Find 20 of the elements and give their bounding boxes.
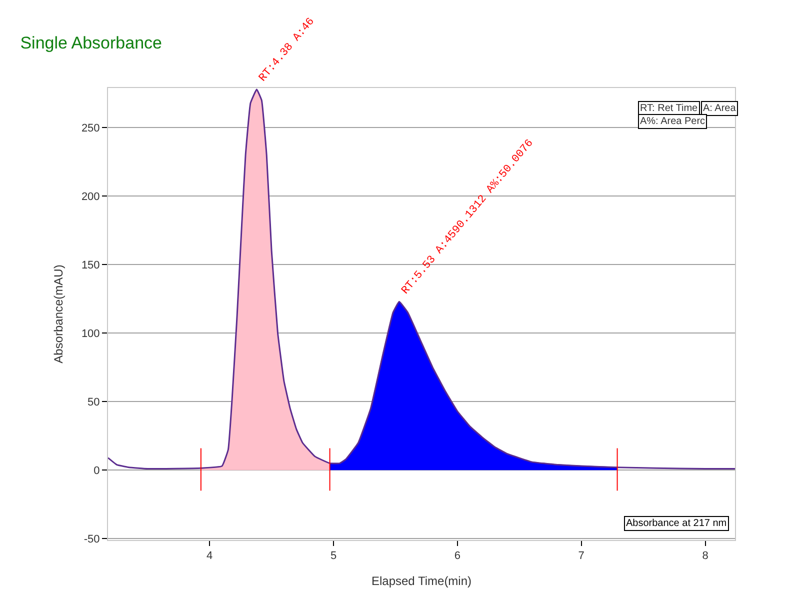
annotation: A: Area <box>703 103 736 114</box>
annotation: A%: Area Perc <box>640 116 706 127</box>
x-tick-label: 7 <box>578 550 584 562</box>
y-tick-label: 100 <box>81 328 100 340</box>
chart-title: Single Absorbance <box>20 33 162 52</box>
annotation: RT: Ret Time <box>640 103 698 114</box>
y-tick-label: 50 <box>88 396 100 409</box>
x-tick-label: 6 <box>454 550 460 562</box>
y-tick-label: 0 <box>94 465 100 477</box>
x-axis-title: Elapsed Time(min) <box>371 574 472 588</box>
y-tick-label: 150 <box>81 260 100 272</box>
y-tick-label: 250 <box>81 122 100 135</box>
annotation: Absorbance at 217 nm <box>626 518 727 529</box>
y-axis-title: Absorbance(mAU) <box>52 264 66 364</box>
line-series <box>108 88 735 470</box>
x-tick-label: 4 <box>206 550 213 562</box>
x-tick-label: 5 <box>330 550 337 562</box>
y-tick-label: -50 <box>84 533 100 546</box>
x-tick-label: 8 <box>702 550 708 562</box>
y-tick-label: 200 <box>81 191 100 204</box>
